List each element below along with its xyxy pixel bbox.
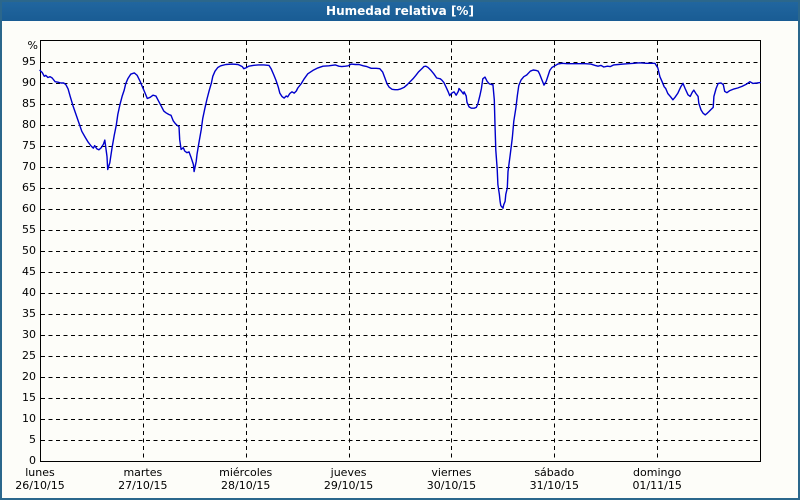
y-tick-label: 10 <box>22 412 36 425</box>
day-name: sábado <box>534 466 575 479</box>
humidity-line <box>39 62 761 209</box>
x-day-label: martes 27/10/15 <box>103 466 183 492</box>
y-tick-label: 75 <box>22 139 36 152</box>
day-date: 28/10/15 <box>221 479 271 492</box>
day-date: 27/10/15 <box>118 479 168 492</box>
day-date: 30/10/15 <box>426 479 477 492</box>
y-tick-label: 25 <box>22 349 36 362</box>
x-day-label: domingo 01/11/15 <box>617 466 697 492</box>
day-date: 26/10/15 <box>15 479 65 492</box>
y-tick-label: 60 <box>22 202 36 215</box>
y-tick-label: 15 <box>22 391 36 404</box>
plot-frame <box>40 40 761 462</box>
day-name: miércoles <box>219 466 273 479</box>
y-tick-label: 0 <box>29 454 36 467</box>
day-name: martes <box>123 466 163 479</box>
y-tick-label: 20 <box>22 370 36 383</box>
y-tick-label: 35 <box>22 307 36 320</box>
x-day-label: viernes 30/10/15 <box>411 466 491 492</box>
x-day-label: jueves 29/10/15 <box>309 466 389 492</box>
day-name: jueves <box>330 466 367 479</box>
y-tick-label: 65 <box>22 181 36 194</box>
chart-title: Humedad relativa [%] <box>326 4 474 18</box>
y-tick-label: 85 <box>22 97 36 110</box>
y-tick-label: 50 <box>22 244 36 257</box>
y-tick-label: 45 <box>22 265 36 278</box>
day-date: 29/10/15 <box>323 479 374 492</box>
y-tick-label: 55 <box>22 223 36 236</box>
y-tick-label: 40 <box>22 286 36 299</box>
x-day-label: miércoles 28/10/15 <box>206 466 286 492</box>
y-tick-label: 70 <box>22 160 36 173</box>
y-tick-label: 5 <box>29 433 36 446</box>
day-name: viernes <box>431 466 472 479</box>
x-day-label: lunes 26/10/15 <box>2 466 80 492</box>
title-bar: Humedad relativa [%] <box>2 2 798 21</box>
x-day-label: sábado 31/10/15 <box>514 466 594 492</box>
y-tick-label: 30 <box>22 328 36 341</box>
y-tick-label: 95 <box>22 55 36 68</box>
y-tick-label: 80 <box>22 118 36 131</box>
day-date: 31/10/15 <box>529 479 579 492</box>
y-tick-label: 90 <box>22 76 36 89</box>
day-date: 01/11/15 <box>632 479 682 492</box>
day-name: lunes <box>25 466 55 479</box>
day-name: domingo <box>633 466 682 479</box>
y-axis-unit-label: % <box>27 39 38 52</box>
